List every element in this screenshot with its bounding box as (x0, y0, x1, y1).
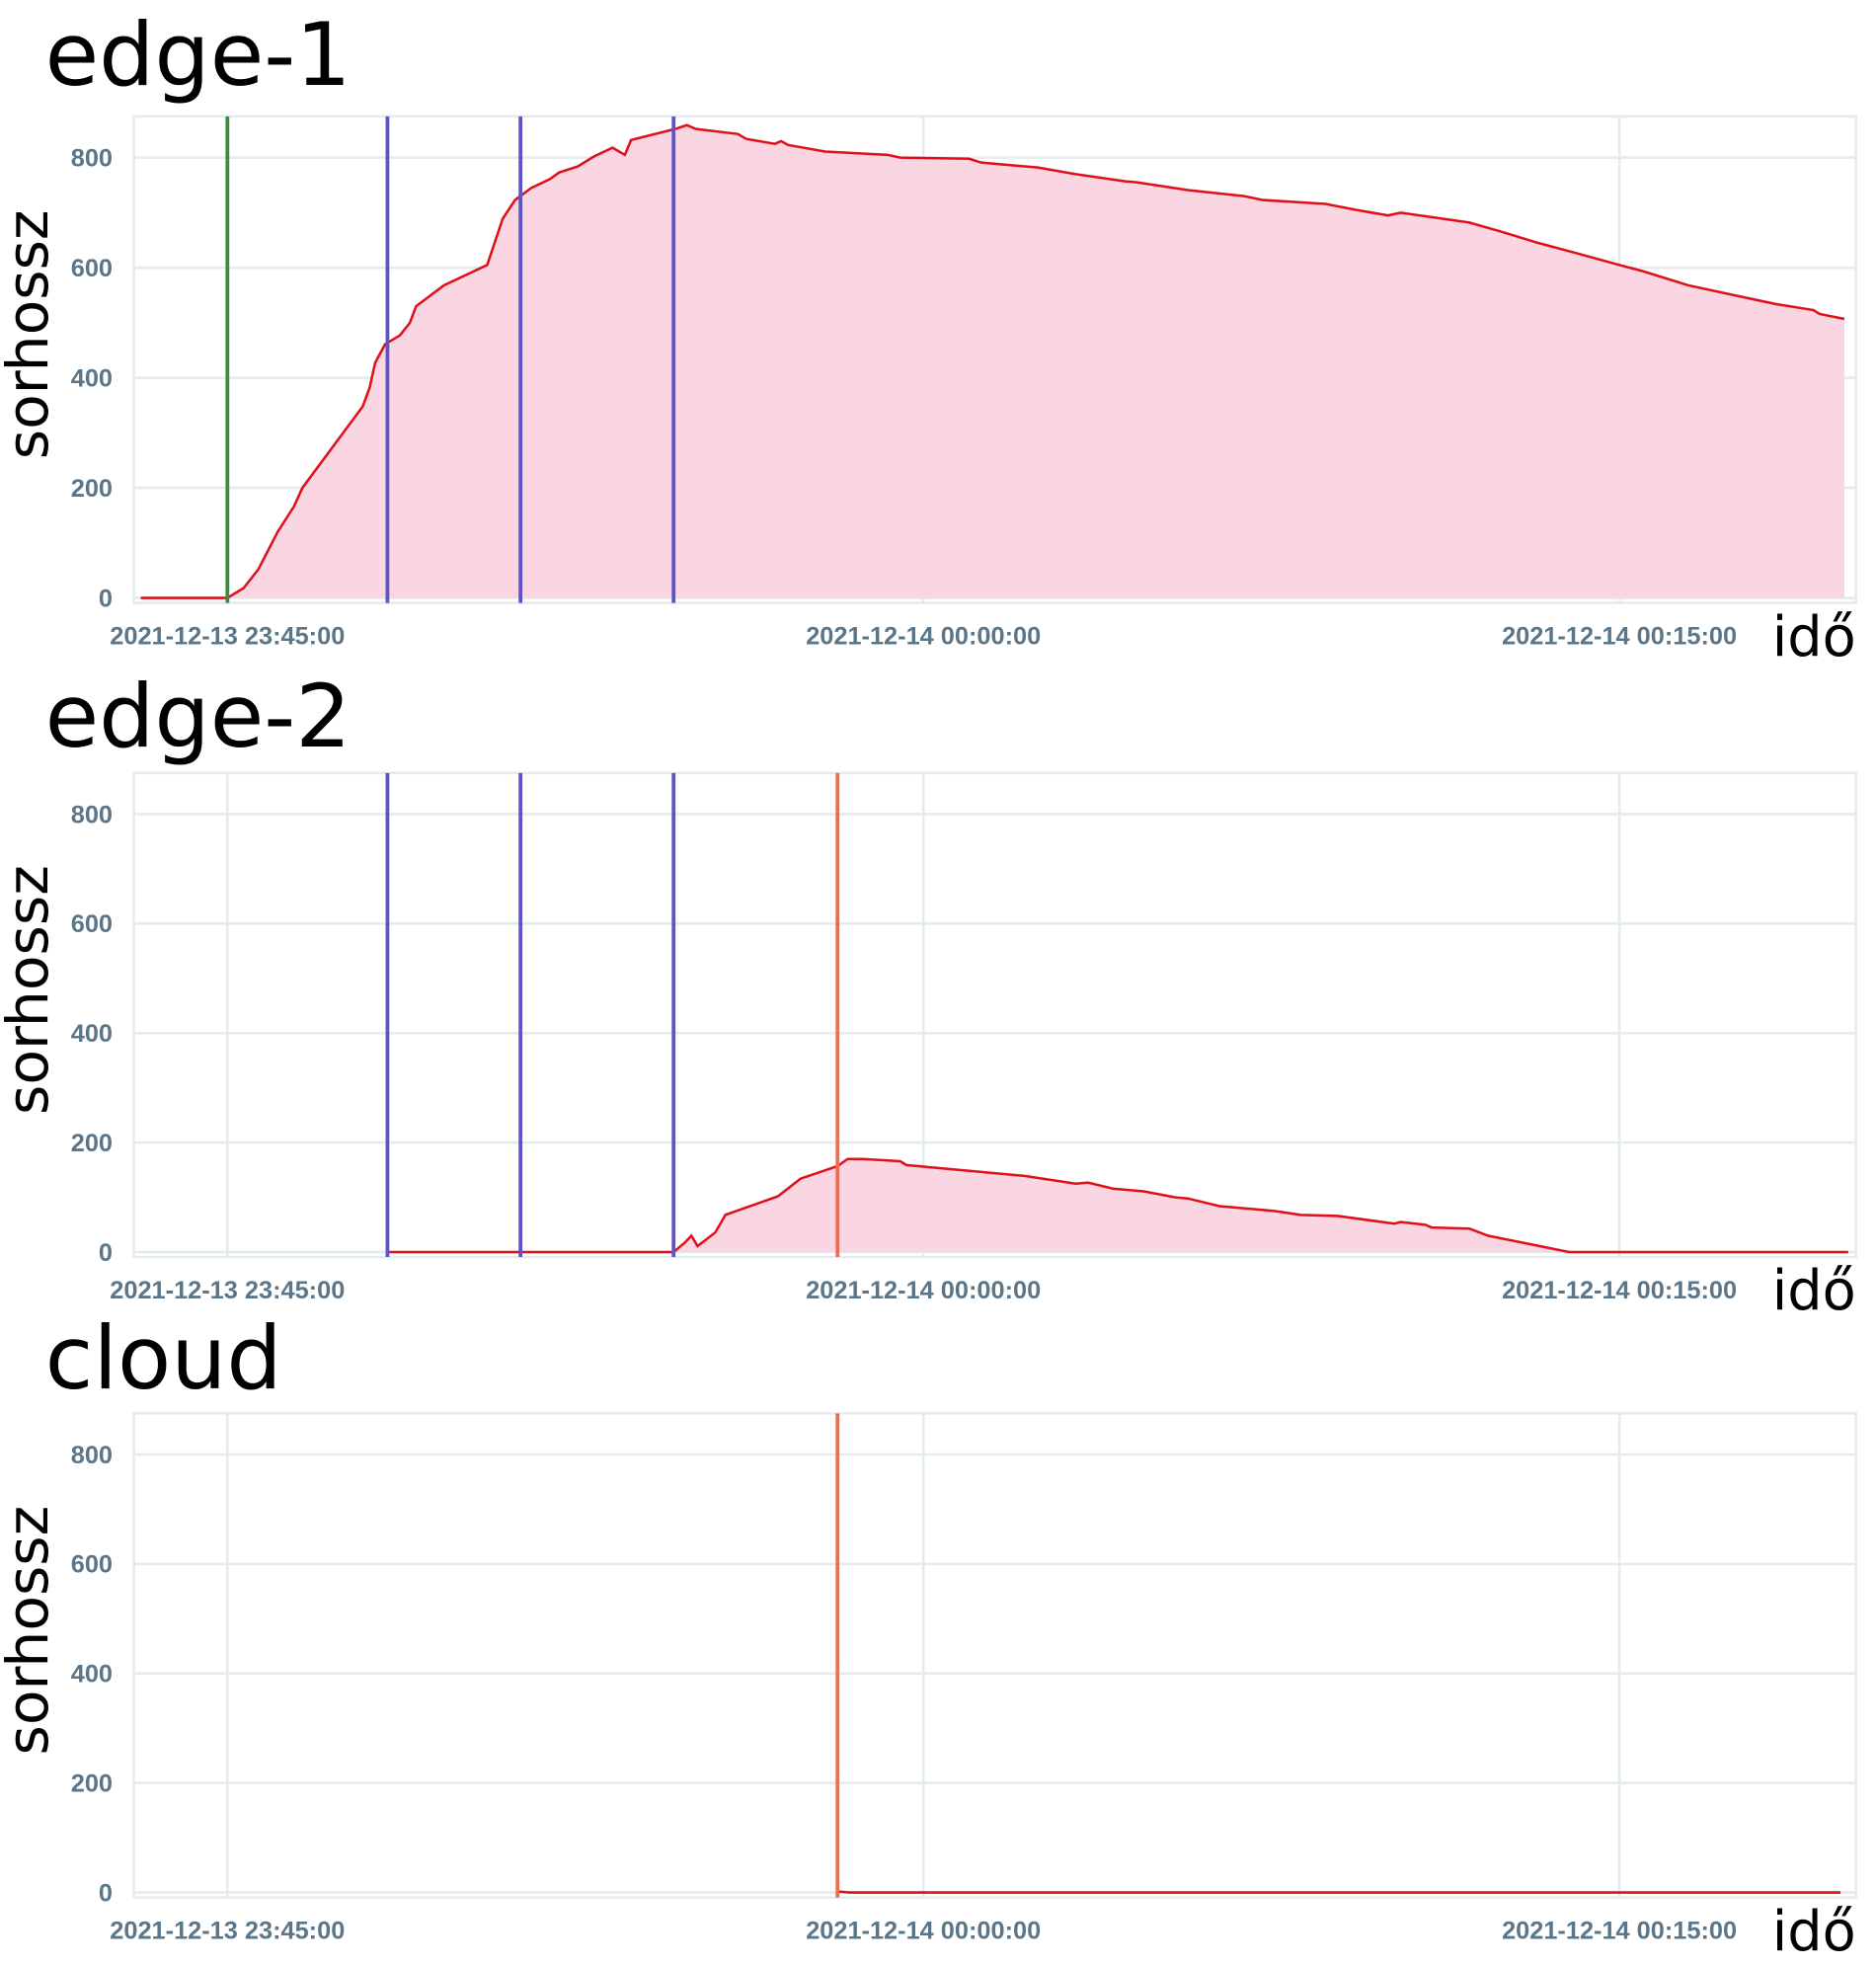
x-tick-label: 2021-12-13 23:45:00 (110, 622, 345, 650)
y-tick-label: 800 (71, 145, 113, 173)
x-tick-label: 2021-12-13 23:45:00 (110, 1277, 345, 1304)
y-tick-label: 800 (71, 1442, 113, 1469)
x-tick-label: 2021-12-14 00:15:00 (1502, 1277, 1737, 1304)
area (140, 124, 1844, 598)
x-tick-label: 2021-12-14 00:00:00 (806, 1917, 1041, 1944)
x-axis-label: idő (1772, 1259, 1856, 1323)
chart-title: edge-1 (45, 4, 352, 106)
y-tick-label: 600 (71, 910, 113, 938)
plot-area (132, 1412, 1857, 1899)
y-tick-label: 400 (71, 1661, 113, 1689)
chart-title: edge-2 (45, 666, 352, 767)
x-tick-label: 2021-12-14 00:00:00 (806, 1277, 1041, 1304)
y-tick-label: 200 (71, 475, 113, 503)
x-axis-label: idő (1772, 605, 1856, 669)
y-tick-label: 0 (99, 585, 113, 612)
line (140, 123, 1845, 599)
line (837, 1890, 1841, 1894)
y-axis-label: sorhossz (0, 865, 61, 1115)
y-tick-label: 200 (71, 1770, 113, 1798)
line (387, 1157, 1848, 1254)
x-axis-label: idő (1772, 1900, 1856, 1964)
x-tick-label: 2021-12-14 00:15:00 (1502, 1917, 1737, 1944)
y-tick-label: 800 (71, 801, 113, 828)
y-tick-label: 0 (99, 1239, 113, 1267)
y-tick-label: 400 (71, 364, 113, 392)
plot-area (132, 115, 1857, 604)
y-tick-label: 600 (71, 255, 113, 282)
x-tick-label: 2021-12-14 00:00:00 (806, 622, 1041, 650)
x-tick-label: 2021-12-13 23:45:00 (110, 1917, 345, 1944)
area (387, 1158, 1848, 1253)
y-tick-label: 0 (99, 1879, 113, 1907)
y-tick-label: 400 (71, 1020, 113, 1048)
y-axis-label: sorhossz (0, 209, 61, 459)
plot-area (132, 771, 1857, 1259)
y-axis-label: sorhossz (0, 1506, 61, 1756)
y-tick-label: 200 (71, 1130, 113, 1157)
x-tick-label: 2021-12-14 00:15:00 (1502, 622, 1737, 650)
chart-title: cloud (45, 1307, 282, 1409)
y-tick-label: 600 (71, 1551, 113, 1579)
